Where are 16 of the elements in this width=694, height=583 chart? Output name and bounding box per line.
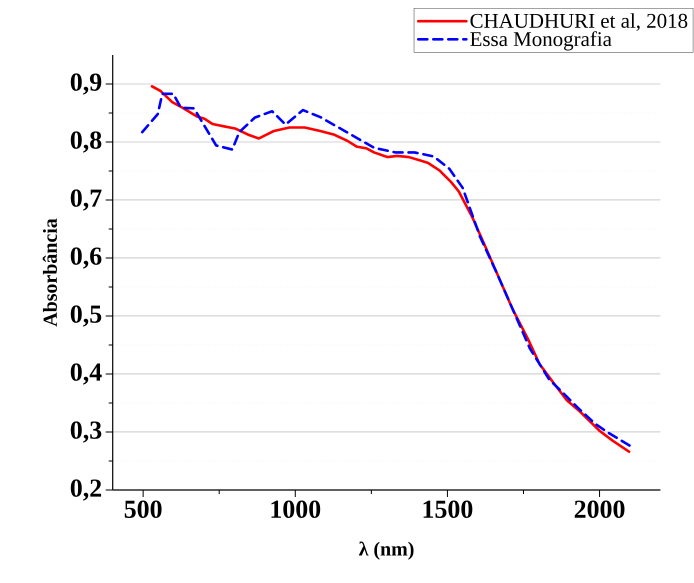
x-tick-label: 500 — [124, 500, 162, 518]
x-axis-title: λ (nm) — [358, 542, 414, 560]
y-tick-label: 0,6 — [70, 247, 102, 269]
x-tick-label: 2000 — [574, 500, 624, 518]
y-tick-label: 0,2 — [70, 479, 102, 501]
y-tick-label: 0,9 — [70, 73, 102, 95]
y-tick-label: 0,3 — [70, 421, 102, 443]
x-tick-label: 1500 — [424, 500, 472, 518]
y-tick-label: 0,5 — [70, 305, 102, 327]
y-tick-label: 0,4 — [70, 363, 102, 385]
legend-label: CHAUDHURI et al, 2018 — [470, 13, 688, 31]
legend-label: Essa Monografia — [470, 31, 612, 50]
y-tick-label: 0,8 — [70, 131, 102, 153]
y-axis-title: Absorbância — [42, 218, 57, 327]
y-tick-label: 0,7 — [70, 189, 102, 211]
x-tick-label: 1000 — [271, 500, 320, 518]
